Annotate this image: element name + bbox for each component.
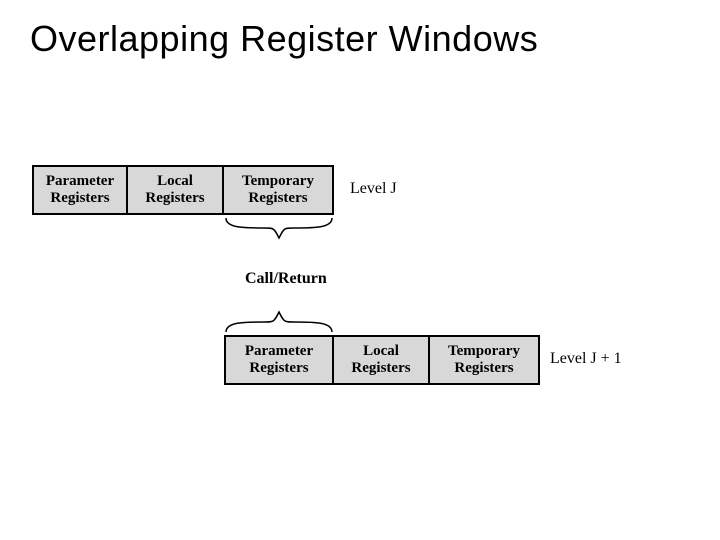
register-window-level-j1: Parameter Registers Local Registers Temp… (224, 335, 540, 385)
page-title: Overlapping Register Windows (30, 18, 538, 60)
register-window-level-j: Parameter Registers Local Registers Temp… (32, 165, 334, 215)
local-registers-j1: Local Registers (334, 335, 430, 385)
level-j-label: Level J (350, 180, 397, 198)
cell-text: Registers (249, 360, 308, 377)
cell-text: Registers (248, 190, 307, 207)
level-j1-label: Level J + 1 (550, 350, 622, 368)
cell-text: Parameter (245, 343, 313, 360)
cell-text: Local (157, 173, 193, 190)
brace-bottom-icon (224, 308, 334, 334)
cell-text: Parameter (46, 173, 114, 190)
cell-text: Temporary (448, 343, 520, 360)
temporary-registers-j: Temporary Registers (224, 165, 334, 215)
cell-text: Temporary (242, 173, 314, 190)
cell-text: Local (363, 343, 399, 360)
cell-text: Registers (454, 360, 513, 377)
cell-text: Registers (50, 190, 109, 207)
local-registers-j: Local Registers (128, 165, 224, 215)
parameter-registers-j1: Parameter Registers (224, 335, 334, 385)
call-return-label: Call/Return (245, 270, 327, 288)
temporary-registers-j1: Temporary Registers (430, 335, 540, 385)
brace-top-icon (224, 216, 334, 242)
cell-text: Registers (351, 360, 410, 377)
cell-text: Registers (145, 190, 204, 207)
parameter-registers-j: Parameter Registers (32, 165, 128, 215)
